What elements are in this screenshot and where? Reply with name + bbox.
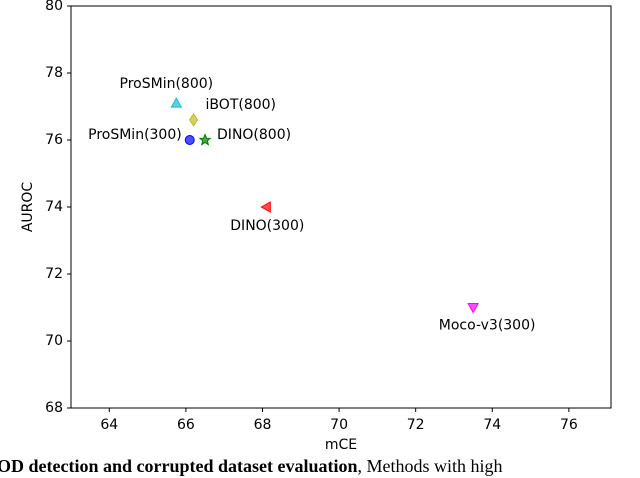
x-tick-label: 74 xyxy=(483,417,501,433)
point-label: DINO(800) xyxy=(217,127,291,143)
caption-text: , Methods with high xyxy=(357,456,502,476)
point xyxy=(198,133,212,146)
y-tick-label: 78 xyxy=(45,65,63,81)
point-label: iBOT(800) xyxy=(206,97,276,113)
point-label: ProSMin(300) xyxy=(88,127,182,143)
x-tick-label: 70 xyxy=(330,417,348,433)
y-tick-label: 76 xyxy=(45,132,63,148)
y-tick-label: 70 xyxy=(45,333,63,349)
point xyxy=(467,303,479,314)
x-tick-label: 64 xyxy=(100,417,118,433)
point-label: DINO(300) xyxy=(230,218,304,234)
point xyxy=(170,97,183,108)
x-tick-label: 66 xyxy=(177,417,195,433)
point xyxy=(184,135,195,145)
point xyxy=(260,201,271,213)
point-label: ProSMin(800) xyxy=(120,76,214,92)
x-tick-label: 76 xyxy=(560,417,578,433)
point xyxy=(188,112,199,127)
point-label: Moco-v3(300) xyxy=(439,318,536,334)
y-tick-label: 72 xyxy=(45,266,63,282)
x-axis-label: mCE xyxy=(325,437,357,453)
plot-frame xyxy=(70,5,612,409)
y-tick-label: 68 xyxy=(45,400,63,416)
x-tick-label: 72 xyxy=(407,417,425,433)
caption: OD detection and corrupted dataset evalu… xyxy=(0,456,503,476)
y-tick-label: 74 xyxy=(45,199,63,215)
caption-bold: OD detection and corrupted dataset evalu… xyxy=(0,456,357,476)
y-axis-label: AUROC xyxy=(20,182,36,233)
y-tick-label: 80 xyxy=(45,0,63,14)
x-tick-label: 68 xyxy=(254,417,272,433)
